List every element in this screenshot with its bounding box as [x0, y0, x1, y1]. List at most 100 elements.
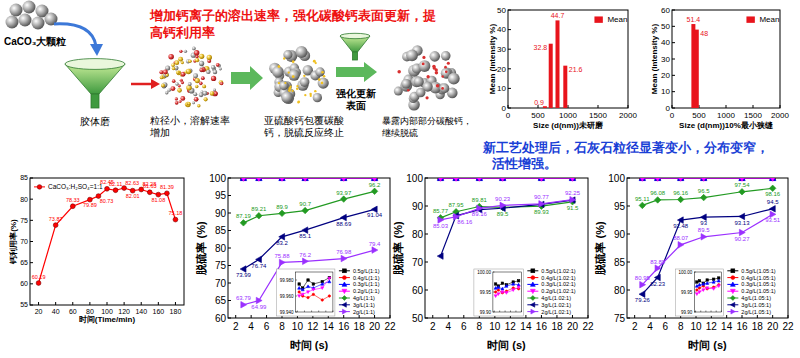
series-line — [243, 178, 374, 179]
x-tick-label: 20 — [767, 321, 779, 332]
x-tick — [124, 302, 125, 305]
x-tick — [541, 315, 542, 318]
particle — [192, 101, 195, 104]
y-tick — [508, 88, 511, 89]
point — [698, 291, 701, 294]
y-tick-label: 50 — [497, 6, 506, 15]
particle — [296, 46, 308, 58]
y-tick — [672, 26, 675, 27]
point — [497, 289, 499, 291]
data-label: 79.26 — [635, 297, 651, 303]
particle — [219, 67, 222, 70]
x-tick — [141, 302, 142, 305]
particle — [179, 100, 182, 103]
point — [241, 301, 247, 308]
background — [0, 0, 800, 358]
particle — [288, 69, 300, 81]
data-label: 96.5 — [698, 188, 710, 194]
legend-label: 2g/L(1:1) — [353, 309, 375, 315]
y-tick — [30, 220, 33, 221]
particle — [200, 66, 205, 71]
x-tick — [572, 315, 573, 318]
particle — [406, 49, 418, 61]
series-line — [642, 178, 772, 179]
point — [639, 202, 646, 209]
particle — [175, 60, 180, 65]
plot-frame — [228, 178, 390, 318]
y-tick — [425, 206, 428, 207]
diagram: CaCO₃大颗粒胶体磨粒径小，溶解速率增加亚硫酸钙包覆碳酸钙，脱硫反应终止强化更… — [4, 1, 472, 139]
x-tick — [650, 315, 651, 318]
point — [256, 178, 261, 181]
data-label: 90.7 — [299, 201, 311, 207]
y-tick — [30, 241, 33, 242]
y-tick — [672, 42, 675, 43]
particle — [32, 17, 45, 30]
x-tick — [716, 311, 717, 313]
particle — [188, 82, 192, 86]
x-tick — [235, 315, 236, 318]
x-tick — [38, 302, 39, 305]
x-tick-label: 1000 — [559, 111, 577, 120]
x-tick — [721, 311, 722, 313]
point — [340, 178, 347, 181]
particle — [419, 60, 431, 72]
point — [372, 178, 377, 181]
x-tick — [525, 315, 526, 318]
y-tick-label: 100 — [608, 173, 625, 184]
data-label: 76.2 — [299, 252, 311, 258]
point — [717, 279, 720, 282]
legend-marker — [531, 309, 535, 314]
x-tick-label: 1000 — [717, 111, 735, 120]
series-line — [441, 178, 573, 179]
particle — [290, 86, 292, 88]
series-line — [441, 178, 573, 179]
x-tick — [266, 315, 267, 318]
particle — [10, 4, 23, 17]
data-label: 93.51 — [765, 217, 781, 223]
y-tick-label: 90 — [215, 208, 227, 219]
bar — [563, 66, 567, 108]
point — [500, 202, 506, 209]
x-tick — [515, 311, 516, 313]
data-group — [36, 186, 178, 286]
point — [678, 178, 683, 181]
data-label: 85.03 — [433, 223, 449, 229]
arrowhead — [151, 79, 160, 89]
point — [321, 283, 324, 286]
point — [769, 178, 776, 181]
data-label: 63.79 — [236, 295, 252, 301]
point — [279, 210, 286, 217]
point — [497, 293, 500, 296]
y-tick — [694, 292, 696, 293]
x-tick-label: 60 — [69, 308, 77, 315]
series-line — [243, 178, 374, 179]
legend-marker — [342, 276, 346, 280]
particle — [197, 104, 200, 107]
data-label: 75.88 — [274, 253, 290, 259]
y-tick-label: 99.95 — [681, 290, 693, 295]
legend-label: 0.5g/L(1.02:1) — [541, 268, 575, 274]
data-label: 64.99 — [251, 304, 267, 310]
legend-label: 0.4g/L(1.05:1) — [741, 275, 775, 281]
series-line — [496, 284, 519, 289]
particle — [185, 103, 188, 106]
x-tick — [726, 105, 727, 108]
y-tick-label: 70 — [412, 257, 424, 268]
point — [438, 178, 443, 181]
x-tick-label: 120 — [118, 308, 130, 315]
particle — [292, 90, 294, 92]
point — [302, 178, 309, 181]
plot-frame — [30, 178, 184, 305]
particle — [172, 79, 176, 83]
data-label: 75.18 — [169, 210, 183, 216]
particle — [184, 71, 187, 74]
data-label: 92.25 — [565, 190, 581, 196]
y-tick-label: 20 — [497, 65, 506, 74]
particle — [441, 51, 451, 61]
particle — [283, 57, 285, 59]
x-tick-label: 16 — [338, 321, 350, 332]
point — [654, 178, 661, 181]
point — [706, 287, 709, 290]
chart: 99.94099.96099.980 — [277, 269, 335, 316]
